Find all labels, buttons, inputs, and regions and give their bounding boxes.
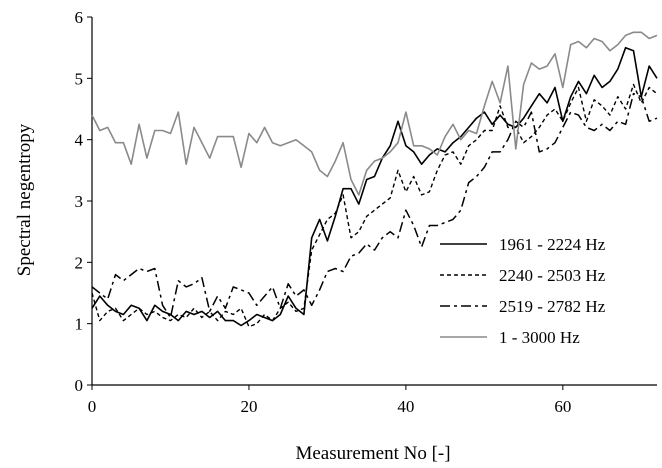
series-line-4 xyxy=(91,31,658,196)
y-tick-label: 1 xyxy=(75,315,84,334)
y-tick-label: 3 xyxy=(75,192,84,211)
x-axis-label: Measurement No [-] xyxy=(295,443,450,464)
y-tick-label: 5 xyxy=(75,69,84,88)
series-group xyxy=(91,31,658,328)
x-tick-label: 40 xyxy=(397,397,414,416)
legend-label-4: 1 - 3000 Hz xyxy=(499,328,580,347)
y-tick-label: 0 xyxy=(75,376,84,395)
x-tick-label: 0 xyxy=(88,397,97,416)
y-tick-label: 2 xyxy=(75,253,84,272)
y-axis-label: Spectral negentropy xyxy=(14,123,35,276)
legend: 1961 - 2224 Hz 2240 - 2503 Hz 2519 - 2782 … xyxy=(440,235,606,347)
x-tick-label: 20 xyxy=(240,397,257,416)
series-line-3 xyxy=(91,92,658,319)
x-tick-label: 60 xyxy=(554,397,571,416)
legend-label-2: 2240 - 2503 Hz xyxy=(499,266,606,285)
series-line-1 xyxy=(91,46,658,327)
legend-label-1: 1961 - 2224 Hz xyxy=(499,235,606,254)
y-tick-label: 4 xyxy=(75,131,84,150)
y-tick-label: 6 xyxy=(75,8,84,27)
legend-label-3: 2519 - 2782 Hz xyxy=(499,297,606,316)
